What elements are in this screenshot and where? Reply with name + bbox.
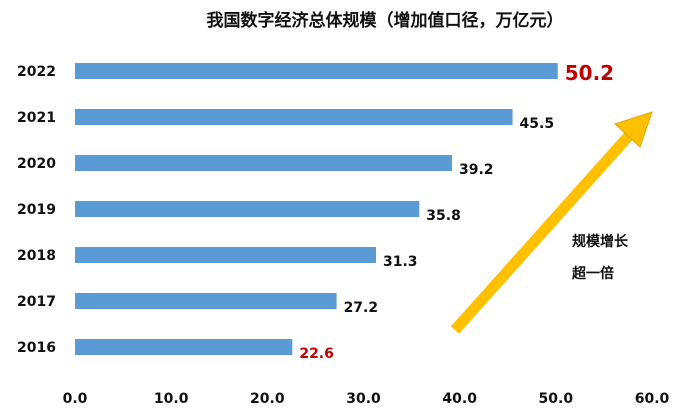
x-tick-label-1: 10.0: [154, 391, 189, 407]
value-label-2020: 39.2: [459, 162, 494, 178]
growth-arrow: [450, 111, 653, 334]
bar-2019: [75, 201, 420, 217]
bar-series: [75, 63, 558, 355]
value-label-2019: 35.8: [426, 208, 461, 224]
bar-2017: [75, 293, 337, 309]
category-label-2019: 2019: [17, 202, 56, 218]
growth-arrow-head: [614, 111, 653, 148]
category-label-2016: 2016: [17, 340, 56, 356]
x-tick-label-2: 20.0: [250, 391, 285, 407]
value-labels: 50.2 45.5 39.2 35.8 31.3 27.2 22.6: [299, 61, 614, 362]
bar-2018: [75, 247, 377, 263]
x-tick-label-4: 40.0: [442, 391, 477, 407]
value-label-2022: 50.2: [565, 61, 614, 85]
x-tick-label-0: 0.0: [63, 391, 88, 407]
annotation-line-1: 规模增长: [572, 233, 629, 250]
category-labels: 2022 2021 2020 2019 2018 2017 2016: [17, 64, 56, 356]
value-label-2021: 45.5: [520, 116, 555, 132]
x-tick-label-3: 30.0: [346, 391, 381, 407]
bar-2016: [75, 339, 293, 355]
category-label-2021: 2021: [17, 110, 56, 126]
category-label-2018: 2018: [17, 248, 56, 264]
bar-2022: [75, 63, 558, 79]
bar-2021: [75, 109, 513, 125]
growth-annotation: 规模增长 超一倍: [571, 233, 629, 282]
value-label-2018: 31.3: [383, 254, 418, 270]
bar-2020: [75, 155, 452, 171]
category-label-2022: 2022: [17, 64, 56, 80]
annotation-line-2: 超一倍: [571, 265, 614, 282]
x-tick-label-6: 60.0: [635, 391, 670, 407]
category-label-2020: 2020: [17, 156, 56, 172]
chart-title: 我国数字经济总体规模（增加值口径，万亿元）: [207, 10, 564, 31]
growth-arrow-shaft: [450, 126, 639, 334]
value-label-2016: 22.6: [299, 346, 334, 362]
x-tick-label-5: 50.0: [539, 391, 574, 407]
x-axis-tick-labels: 0.0 10.0 20.0 30.0 40.0 50.0 60.0: [63, 391, 670, 407]
category-label-2017: 2017: [17, 294, 56, 310]
value-label-2017: 27.2: [344, 300, 379, 316]
